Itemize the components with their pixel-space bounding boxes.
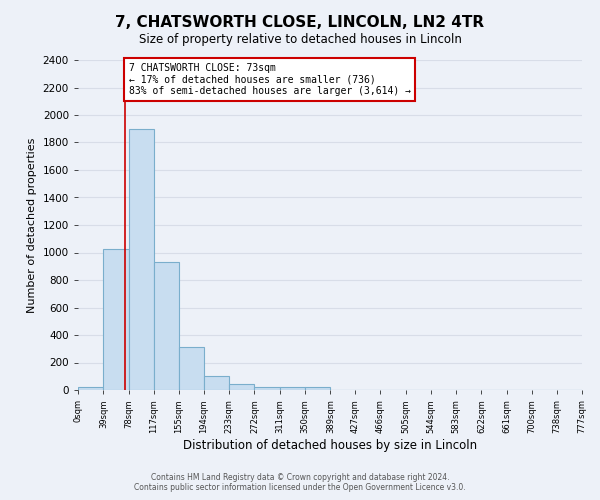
Text: Size of property relative to detached houses in Lincoln: Size of property relative to detached ho… xyxy=(139,32,461,46)
Bar xyxy=(254,387,280,390)
Y-axis label: Number of detached properties: Number of detached properties xyxy=(27,138,37,312)
Bar xyxy=(204,376,229,390)
Bar xyxy=(154,262,179,390)
Bar xyxy=(179,346,204,390)
Bar xyxy=(78,387,103,390)
Text: Contains HM Land Registry data © Crown copyright and database right 2024.
Contai: Contains HM Land Registry data © Crown c… xyxy=(134,473,466,492)
Text: 7 CHATSWORTH CLOSE: 73sqm
← 17% of detached houses are smaller (736)
83% of semi: 7 CHATSWORTH CLOSE: 73sqm ← 17% of detac… xyxy=(128,62,410,96)
X-axis label: Distribution of detached houses by size in Lincoln: Distribution of detached houses by size … xyxy=(183,438,477,452)
Bar xyxy=(128,128,154,390)
Bar xyxy=(229,384,254,390)
Text: 7, CHATSWORTH CLOSE, LINCOLN, LN2 4TR: 7, CHATSWORTH CLOSE, LINCOLN, LN2 4TR xyxy=(115,15,485,30)
Bar xyxy=(305,387,331,390)
Bar xyxy=(280,387,305,390)
Bar xyxy=(103,249,128,390)
